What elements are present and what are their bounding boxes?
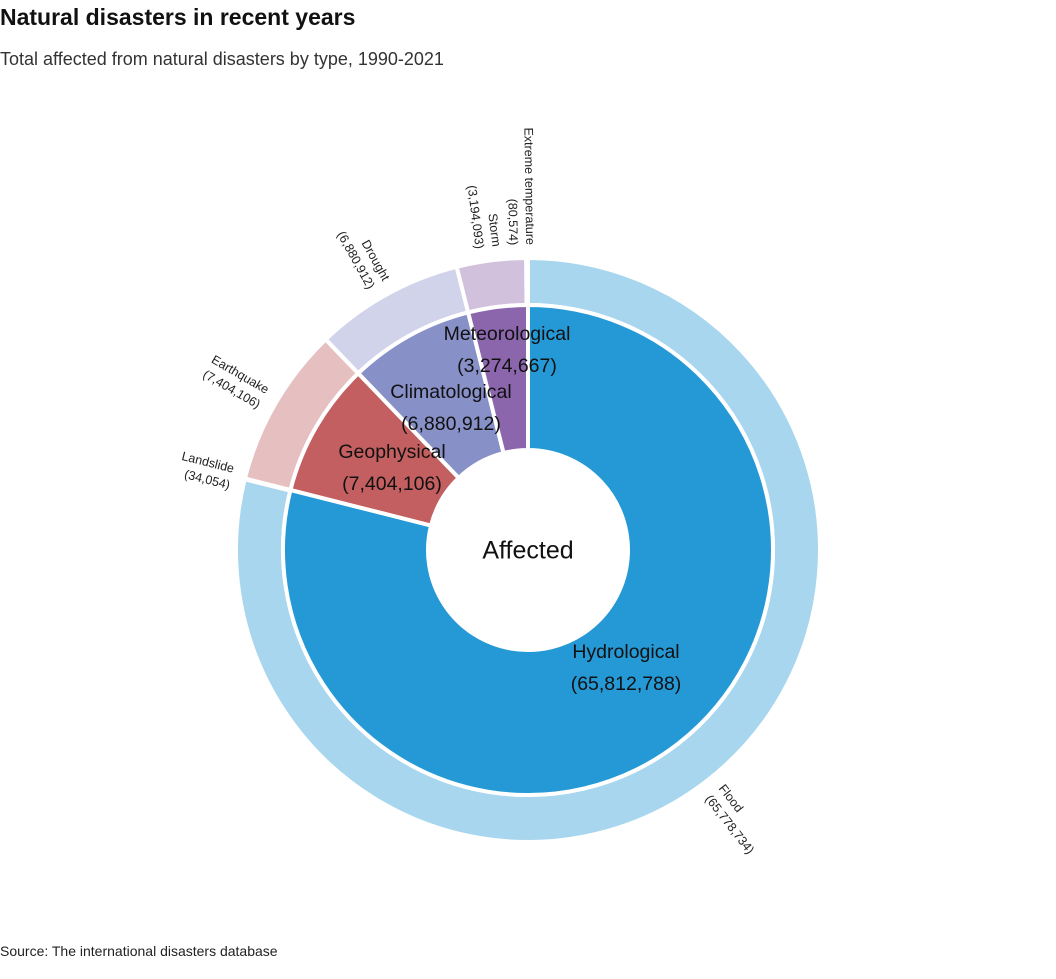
outer-label-earthquake: Earthquake(7,404,106) xyxy=(200,353,271,412)
inner-slice-hydrological xyxy=(281,302,775,797)
outer-label-extreme-temperature: Extreme temperature(80,574) xyxy=(504,127,537,245)
chart-subtitle: Total affected from natural disasters by… xyxy=(0,49,444,69)
chart-title: Natural disasters in recent years xyxy=(0,4,356,30)
inner-label-hydrological: Hydrological (65,812,788) xyxy=(571,641,682,695)
outer-label-drought: Drought(6,880,912) xyxy=(334,221,392,292)
inner-label-geophysical: Geophysical (7,404,106) xyxy=(338,441,445,495)
inner-label-climatological: Climatological (6,880,912) xyxy=(390,381,511,435)
inner-label-meteorological: Meteorological (3,274,667) xyxy=(444,323,571,377)
outer-label-storm: Storm(3,194,093) xyxy=(465,182,504,249)
inner-slice-meteorological xyxy=(465,302,530,456)
source-note: Source: The international disasters data… xyxy=(0,943,278,959)
outer-label-landslide: Landslide(34,054) xyxy=(176,449,236,492)
center-label: Affected xyxy=(482,537,573,565)
inner-ring xyxy=(281,302,775,797)
outer-slice-extreme-temperature xyxy=(524,255,530,308)
outer-label-flood: Flood(65,778,734) xyxy=(702,782,770,857)
